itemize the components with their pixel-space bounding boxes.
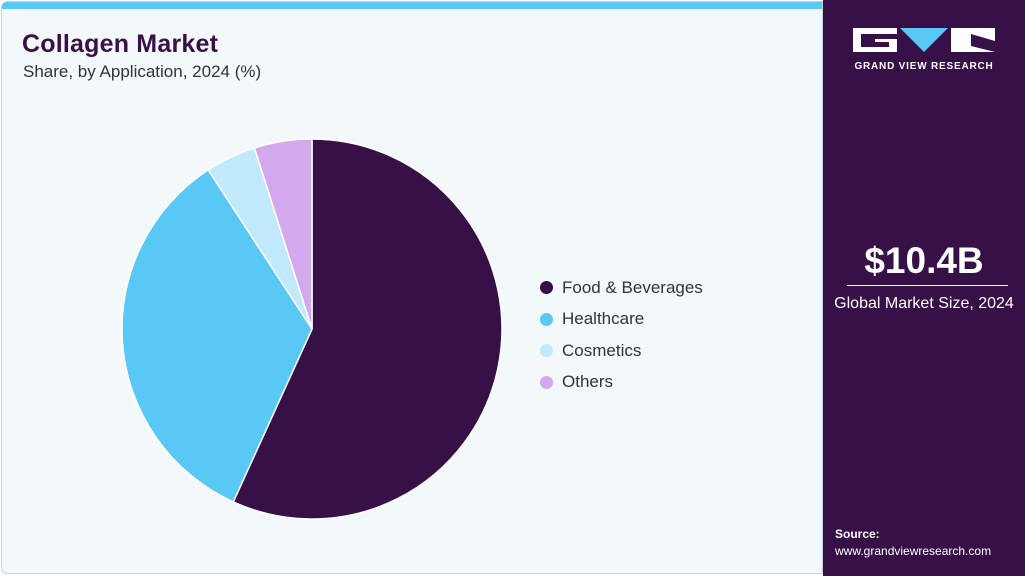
grand-view-research-logo [853,28,995,52]
chart-subtitle: Share, by Application, 2024 (%) [23,62,262,81]
chart-title: Collagen Market [22,30,219,58]
pie-slice-healthcare [121,168,313,503]
market-size-value: $10.4B [864,240,984,281]
accent-bar [2,2,822,9]
brand-name: GRAND VIEW RESEARCH [854,61,994,72]
pie-slice-food-beverages [232,138,503,520]
market-size-label: Global Market Size, 2024 [834,295,1014,312]
legend-swatch [540,344,553,358]
pie-chart [121,138,503,520]
source: Source: www.grandviewresearch.com [835,526,991,560]
legend-item: Healthcare [540,304,703,336]
legend-label: Food & Beverages [562,277,703,297]
chart-card: Collagen Market Share, by Application, 2… [1,1,823,574]
legend-label: Healthcare [562,309,645,329]
legend-item: Cosmetics [540,335,703,367]
sidebar: GRAND VIEW RESEARCH $10.4B Global Market… [823,0,1025,576]
legend: Food & Beverages Healthcare Cosmetics Other… [540,272,703,398]
legend-swatch [540,375,553,389]
legend-swatch [540,312,553,326]
legend-swatch [540,281,553,295]
legend-label: Cosmetics [562,340,642,360]
legend-item: Food & Beverages [540,272,703,304]
legend-item: Others [540,367,703,399]
pie-slice-others [253,138,313,330]
legend-label: Others [562,372,614,392]
source-url[interactable]: www.grandviewresearch.com [835,544,992,558]
divider [847,285,1008,286]
source-label: Source: [835,527,880,541]
